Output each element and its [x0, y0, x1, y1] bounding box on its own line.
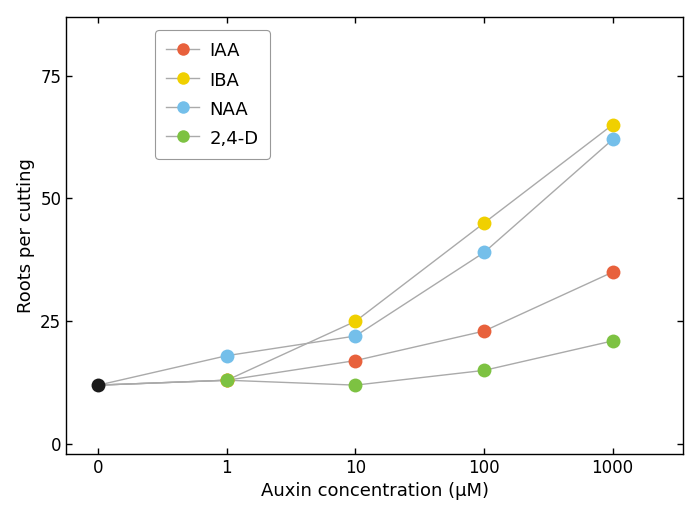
Legend: IAA, IBA, NAA, 2,4-D: IAA, IBA, NAA, 2,4-D	[155, 30, 270, 159]
Y-axis label: Roots per cutting: Roots per cutting	[17, 158, 35, 313]
X-axis label: Auxin concentration (μM): Auxin concentration (μM)	[261, 482, 489, 500]
